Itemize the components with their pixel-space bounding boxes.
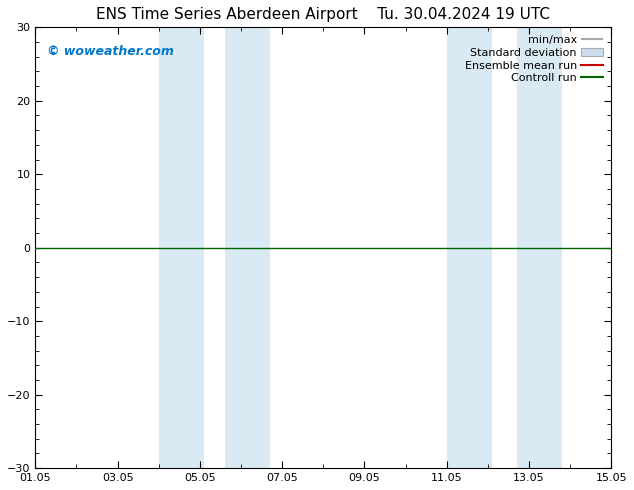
Bar	[517, 27, 562, 468]
Legend: min/max, Standard deviation, Ensemble mean run, Controll run: min/max, Standard deviation, Ensemble me…	[460, 30, 608, 88]
Title: ENS Time Series Aberdeen Airport    Tu. 30.04.2024 19 UTC: ENS Time Series Aberdeen Airport Tu. 30.…	[96, 7, 550, 22]
Bar	[224, 27, 270, 468]
Text: © woweather.com: © woweather.com	[47, 45, 174, 58]
Bar	[158, 27, 204, 468]
Bar	[447, 27, 492, 468]
